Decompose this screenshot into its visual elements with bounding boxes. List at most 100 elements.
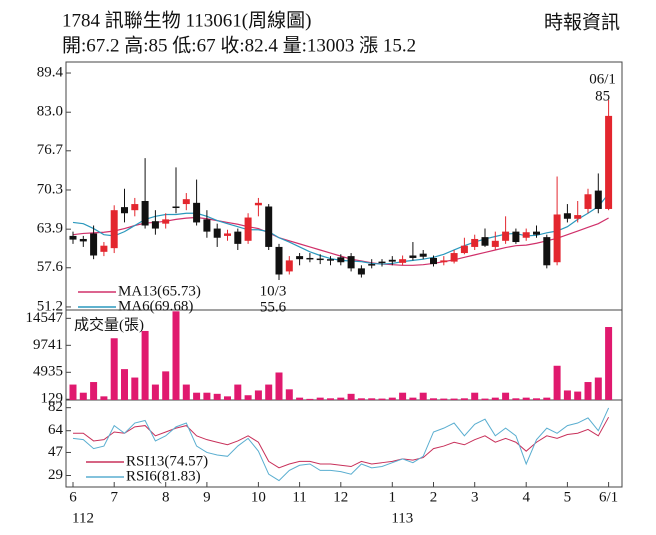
bar	[203, 392, 211, 400]
x-tick-label: 4	[522, 489, 530, 505]
y-tick-label: 57.6	[37, 259, 64, 275]
candle-body	[605, 115, 613, 209]
candle-body	[69, 235, 77, 240]
y-tick-label: 63.9	[37, 221, 63, 237]
candle-body	[162, 219, 170, 224]
source: 時報資訊	[544, 11, 620, 33]
y-tick-label: 70.3	[37, 181, 63, 197]
candle-body	[213, 228, 221, 238]
x-tick-label: 11	[292, 489, 306, 505]
bar	[347, 393, 355, 400]
x-tick-label: 1	[389, 489, 397, 505]
candle-body	[399, 259, 407, 263]
bar	[357, 398, 365, 400]
bar	[90, 382, 98, 400]
x-tick-label: 6/1	[599, 489, 618, 505]
bar	[69, 384, 77, 400]
bar	[563, 390, 571, 400]
bar	[553, 365, 561, 400]
candle-body	[182, 199, 190, 205]
chart-title: 1784 訊聯生物 113061(周線圖)	[62, 9, 311, 31]
y-tick-label: 129	[41, 391, 64, 407]
bar	[296, 397, 304, 400]
bar	[471, 392, 479, 400]
candle-body	[574, 215, 582, 219]
candle-body	[244, 217, 252, 241]
x-tick-label: 12	[333, 489, 348, 505]
x-tick-label: 7	[110, 489, 118, 505]
chart-subtitle: 開:67.2 高:85 低:67 收:82.4 量:13003 漲 15.2	[62, 34, 416, 56]
candle-body	[234, 231, 242, 244]
x-tick-label: 10	[251, 489, 266, 505]
candle-body	[419, 253, 427, 257]
bar	[605, 327, 613, 400]
y-tick-label: 83.0	[37, 104, 63, 120]
bar	[491, 397, 499, 400]
candle-body	[79, 238, 87, 242]
bar	[244, 395, 252, 400]
candle-body	[460, 245, 468, 254]
bar	[440, 398, 448, 400]
legend-label: RSI13(74.57)	[126, 453, 208, 469]
bar	[399, 392, 407, 400]
bar	[502, 392, 510, 400]
bar	[574, 391, 582, 400]
candle-body	[327, 259, 334, 261]
candle-body	[296, 256, 304, 260]
candle-body	[100, 245, 108, 252]
bar	[584, 382, 592, 400]
bar	[430, 398, 437, 400]
y-tick-label: 51.2	[37, 298, 63, 314]
bar	[254, 390, 262, 400]
candle-body	[594, 190, 602, 209]
x-tick-label: 3	[471, 489, 479, 505]
candle-body	[193, 202, 201, 223]
bar	[378, 398, 386, 400]
candle-body	[151, 221, 159, 229]
candle-body	[90, 233, 98, 256]
candle-body	[275, 246, 283, 275]
bar	[162, 371, 170, 400]
candle-body	[265, 206, 273, 247]
bar	[234, 384, 242, 400]
y-tick-label: 29	[48, 467, 63, 483]
candle-body	[522, 232, 530, 238]
bar	[450, 398, 458, 400]
bar	[327, 398, 334, 400]
bar	[151, 384, 159, 400]
candle-body	[471, 238, 479, 247]
candle-body	[285, 260, 293, 272]
candle-body	[533, 231, 540, 235]
bar	[594, 377, 602, 400]
bar	[306, 398, 314, 400]
plot-frame	[65, 61, 623, 488]
bar	[316, 397, 324, 400]
candle-body	[481, 237, 489, 246]
candle-body	[450, 253, 458, 262]
candle-body	[409, 255, 417, 258]
candle-body	[512, 231, 520, 243]
candle-body	[110, 210, 118, 249]
candle-body	[254, 202, 262, 206]
y-tick-label: 9741	[33, 337, 63, 353]
candle-body	[378, 261, 386, 264]
candle-body	[172, 206, 180, 209]
bar	[79, 392, 87, 400]
candle-body	[430, 257, 437, 265]
bar	[522, 397, 530, 400]
bar	[110, 338, 118, 400]
bar	[533, 398, 540, 400]
annotation-value: 55.6	[260, 299, 287, 315]
candle-body	[584, 194, 592, 209]
bar	[131, 377, 139, 400]
candle-body	[337, 257, 345, 263]
candle-body	[131, 204, 139, 211]
y-tick-label: 64	[48, 422, 64, 438]
candle-body	[368, 264, 376, 266]
bar	[121, 369, 128, 400]
bar	[409, 397, 417, 400]
bar	[460, 398, 468, 400]
bar	[213, 393, 221, 400]
candle-body	[553, 214, 561, 263]
annotation-date: 06/1	[589, 71, 616, 87]
